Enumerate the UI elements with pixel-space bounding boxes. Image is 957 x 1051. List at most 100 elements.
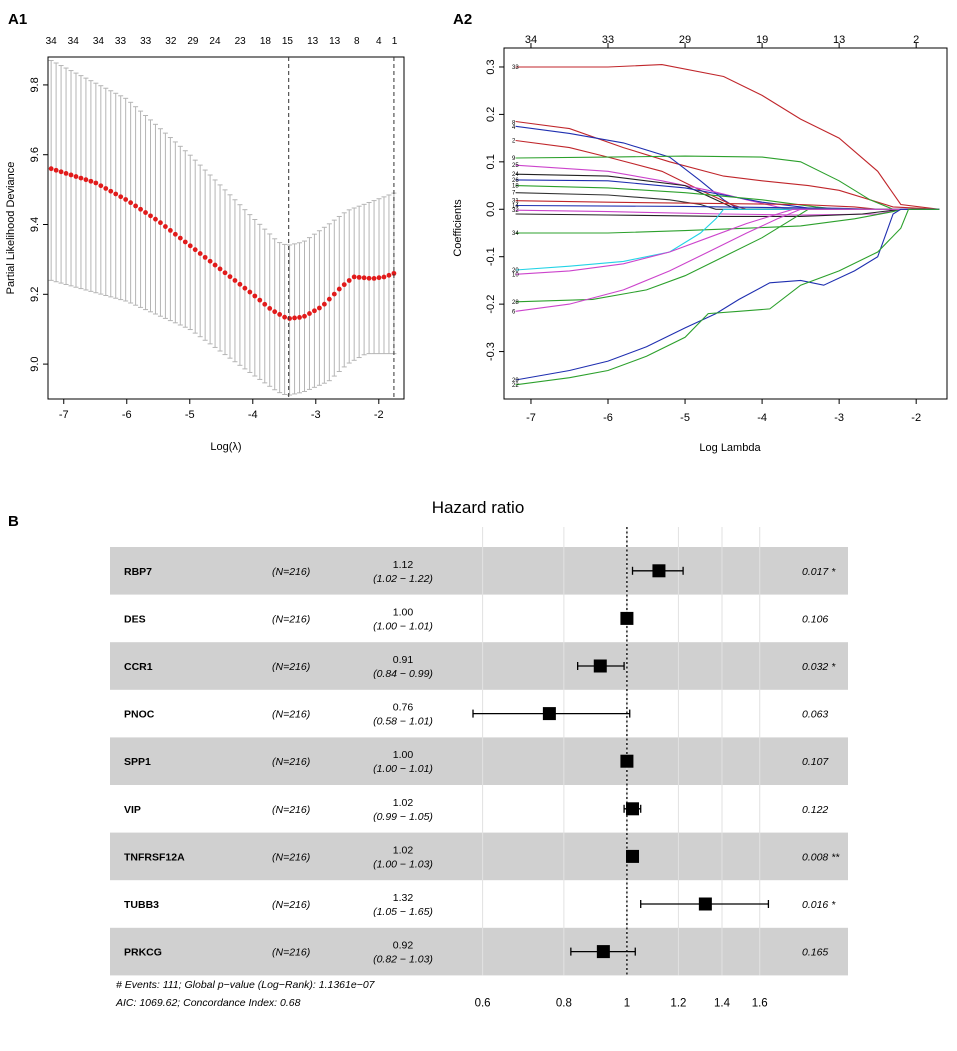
- ci-value: (0.84 − 0.99): [373, 668, 433, 680]
- hr-value: 1.00: [393, 749, 414, 761]
- deviance-point: [207, 258, 213, 264]
- x-tick-label: -4: [248, 409, 258, 421]
- x-tick-label: -5: [680, 412, 690, 424]
- deviance-point: [386, 272, 392, 278]
- gene-label: PRKCG: [124, 947, 162, 959]
- ci-value: (1.02 − 1.22): [373, 573, 433, 585]
- hr-value: 0.76: [393, 702, 414, 714]
- deviance-point: [361, 275, 367, 281]
- panel-label-a1: A1: [8, 11, 27, 28]
- coefficient-label: 2: [512, 138, 516, 144]
- top-count-label: 34: [93, 36, 105, 47]
- coefficient-label: 4: [512, 125, 516, 131]
- x-tick-label: 1.4: [714, 997, 731, 1009]
- sample-size: (N=216): [272, 899, 310, 911]
- y-tick-label: 9.2: [29, 287, 41, 302]
- gene-label: RBP7: [124, 566, 152, 578]
- deviance-point: [312, 308, 317, 314]
- ci-value: (1.00 − 1.01): [373, 620, 433, 632]
- hr-value: 1.02: [393, 797, 414, 809]
- p-value: 0.106: [802, 613, 828, 625]
- sample-size: (N=216): [272, 613, 310, 625]
- sample-size: (N=216): [272, 756, 310, 768]
- deviance-point: [257, 297, 263, 303]
- coefficient-label: 34: [512, 231, 519, 237]
- x-tick-label: -7: [59, 409, 69, 421]
- deviance-point: [53, 167, 59, 173]
- deviance-point: [272, 309, 278, 315]
- coefficient-label: 28: [512, 300, 519, 306]
- top-count-label: 8: [354, 36, 360, 47]
- x-tick-label: 1.2: [670, 997, 686, 1009]
- hr-point: [620, 611, 634, 625]
- top-count-label: 34: [46, 36, 58, 47]
- y-tick-label: 0.3: [485, 59, 497, 74]
- row-band: [110, 642, 848, 690]
- deviance-point: [197, 251, 203, 256]
- hr-point: [593, 659, 607, 673]
- deviance-point: [88, 178, 94, 184]
- gene-label: DES: [124, 613, 146, 625]
- deviance-point: [98, 183, 104, 189]
- top-count-label: 34: [525, 34, 537, 46]
- ci-value: (1.00 − 1.03): [373, 858, 433, 870]
- deviance-point: [118, 194, 124, 200]
- x-axis-label: Log(λ): [210, 441, 241, 453]
- p-value: 0.016 *: [802, 899, 836, 911]
- gene-label: TNFRSF12A: [124, 851, 185, 863]
- ci-value: (0.82 − 1.03): [373, 954, 433, 966]
- coefficient-label: 8: [512, 120, 516, 126]
- deviance-point: [172, 231, 178, 237]
- panel-label-a2: A2: [453, 11, 472, 28]
- sample-size: (N=216): [272, 661, 310, 673]
- ci-value: (0.58 − 1.01): [373, 716, 433, 728]
- y-tick-label: -0.3: [485, 342, 497, 361]
- forest-plot: B Hazard ratio # Events: 111; Global p−v…: [8, 498, 848, 1009]
- deviance-point: [148, 213, 153, 219]
- deviance-point: [267, 305, 273, 311]
- y-tick-label: -0.2: [485, 295, 497, 314]
- deviance-point: [83, 177, 89, 183]
- hr-point: [620, 754, 634, 768]
- deviance-point: [78, 175, 84, 181]
- x-tick-label: 0.6: [475, 997, 491, 1009]
- gene-label: TUBB3: [124, 899, 159, 911]
- panel-label-b: B: [8, 513, 19, 530]
- deviance-point: [321, 301, 327, 307]
- deviance-point: [202, 254, 208, 260]
- y-tick-label: 9.6: [29, 147, 41, 162]
- deviance-point: [227, 274, 233, 280]
- forest-title: Hazard ratio: [432, 498, 525, 517]
- coefficient-label: 9: [512, 156, 516, 162]
- y-tick-label: 0.2: [485, 107, 497, 122]
- deviance-point: [217, 266, 223, 272]
- deviance-point: [376, 275, 382, 281]
- deviance-point: [262, 301, 268, 307]
- top-count-label: 24: [209, 36, 221, 47]
- hr-point: [626, 802, 640, 816]
- deviance-point: [153, 216, 158, 222]
- coefficient-path-4: [515, 125, 940, 210]
- deviance-point: [356, 274, 362, 280]
- coefficient-path-14: [515, 204, 940, 210]
- deviance-point: [128, 200, 134, 206]
- hr-point: [698, 897, 712, 911]
- deviance-point: [123, 197, 129, 202]
- x-tick-label: -2: [374, 409, 384, 421]
- deviance-point: [158, 220, 163, 226]
- hr-point: [542, 707, 556, 721]
- deviance-point: [346, 278, 352, 283]
- top-count-label: 29: [187, 36, 199, 47]
- y-tick-label: 9.0: [29, 356, 41, 371]
- x-tick-label: -6: [122, 409, 132, 421]
- deviance-point: [307, 311, 312, 316]
- coefficient-path-20: [515, 208, 940, 271]
- p-value: 0.063: [802, 709, 828, 721]
- top-count-label: 13: [329, 36, 341, 47]
- y-tick-label: -0.1: [485, 247, 497, 266]
- deviance-point: [182, 239, 188, 245]
- coefficient-label: 29: [512, 378, 519, 384]
- top-count-label: 32: [165, 36, 177, 47]
- deviance-point: [341, 282, 347, 288]
